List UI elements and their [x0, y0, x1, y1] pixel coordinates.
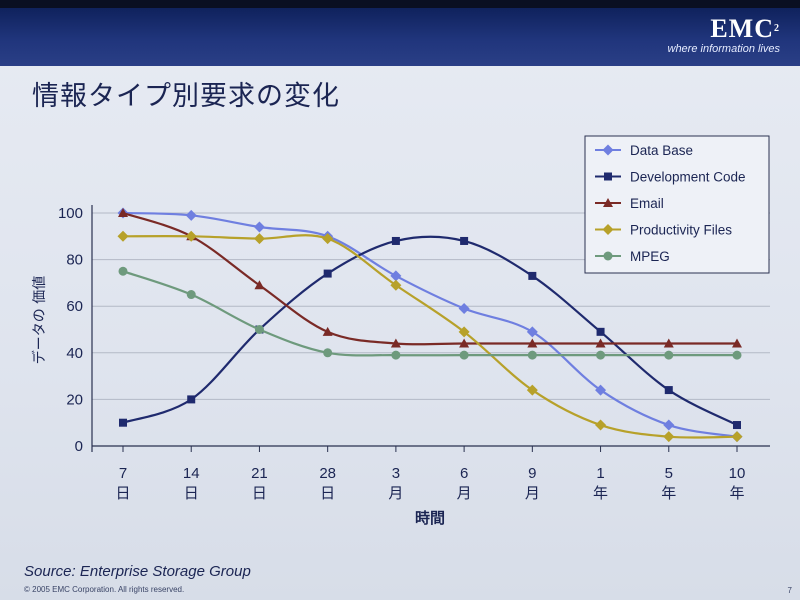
data-point-productivity-files	[663, 431, 675, 443]
legend-marker	[602, 144, 614, 156]
data-point-mpeg	[254, 325, 264, 334]
x-tick-label: 21 日	[251, 465, 268, 502]
copyright-notice: © 2005 EMC Corporation. All rights reser…	[24, 585, 185, 594]
data-point-productivity-files	[526, 384, 538, 396]
data-point-productivity-files	[458, 326, 470, 338]
x-tick-label: 28 日	[319, 465, 336, 502]
y-tick-label: 100	[58, 205, 83, 222]
data-point-development-code	[664, 386, 673, 395]
data-point-data-base	[253, 221, 265, 233]
x-tick-label: 14 日	[183, 465, 200, 502]
data-point-mpeg	[186, 290, 196, 300]
data-point-data-base	[595, 384, 607, 396]
series-line-productivity-files	[122, 234, 738, 439]
data-point-data-base	[185, 209, 197, 221]
y-tick-label: 20	[66, 391, 83, 408]
data-point-data-base	[458, 303, 470, 315]
data-point-mpeg	[732, 350, 742, 360]
series-line-mpeg	[122, 270, 737, 357]
logo-tagline: where information lives	[667, 43, 781, 55]
legend-label: MPEG	[630, 249, 670, 264]
legend-marker	[603, 251, 613, 261]
data-point-email	[527, 338, 538, 348]
emc-logo: EMC2 where information lives	[667, 14, 781, 56]
legend-marker	[602, 224, 614, 235]
legend-box	[584, 135, 770, 274]
data-point-productivity-files	[731, 431, 743, 443]
data-point-email	[322, 326, 333, 336]
header-bar	[0, 0, 800, 66]
y-tick-label: 0	[75, 438, 83, 455]
logo-text: EMC	[710, 14, 774, 43]
data-point-mpeg	[118, 266, 128, 276]
slide-title: 情報タイプ別要求の変化	[32, 81, 340, 112]
page-number: 7	[787, 586, 792, 595]
legend-marker	[603, 198, 613, 207]
data-point-email	[595, 338, 606, 348]
legend-marker	[604, 172, 612, 181]
series-line-data-base	[122, 211, 738, 438]
data-point-mpeg	[391, 350, 401, 360]
data-point-mpeg	[459, 350, 469, 360]
series-line-development-code	[122, 235, 738, 427]
data-point-productivity-files	[390, 279, 402, 291]
legend-label: Data Base	[630, 143, 693, 158]
y-tick-label: 80	[66, 252, 83, 269]
legend-label: Productivity Files	[630, 223, 732, 238]
data-point-email	[732, 338, 742, 348]
data-point-productivity-files	[117, 230, 129, 242]
data-point-productivity-files	[322, 233, 334, 245]
source-note: Source: Enterprise Storage Group	[24, 563, 251, 580]
data-point-development-code	[733, 421, 741, 430]
data-point-mpeg	[323, 348, 333, 358]
y-tick-label: 40	[66, 345, 83, 362]
series-line-email	[122, 211, 737, 346]
y-axis-title: データの 価値	[31, 276, 48, 364]
data-point-productivity-files	[253, 233, 265, 245]
x-tick-label: 10 年	[729, 465, 746, 502]
logo-superscript: 2	[774, 23, 780, 34]
data-point-development-code	[391, 236, 400, 245]
data-point-email	[118, 208, 128, 217]
data-point-development-code	[528, 271, 537, 280]
data-point-mpeg	[527, 350, 537, 360]
data-point-development-code	[119, 418, 127, 427]
data-point-data-base	[390, 270, 402, 282]
data-point-mpeg	[664, 350, 674, 360]
data-point-development-code	[323, 269, 332, 278]
data-point-development-code	[187, 395, 196, 404]
data-point-productivity-files	[185, 230, 197, 242]
data-point-data-base	[526, 326, 538, 338]
data-point-mpeg	[596, 350, 606, 360]
y-tick-label: 60	[66, 298, 83, 315]
data-point-development-code	[596, 327, 605, 336]
legend-label: Development Code	[630, 170, 746, 185]
data-point-email	[390, 338, 401, 348]
data-point-development-code	[460, 236, 469, 245]
x-axis-title: 時間	[415, 509, 445, 527]
data-point-email	[663, 338, 674, 348]
data-point-email	[254, 280, 265, 290]
legend-label: Email	[630, 196, 664, 211]
data-point-productivity-files	[595, 419, 607, 431]
data-point-data-base	[663, 419, 675, 431]
data-point-email	[459, 338, 470, 348]
